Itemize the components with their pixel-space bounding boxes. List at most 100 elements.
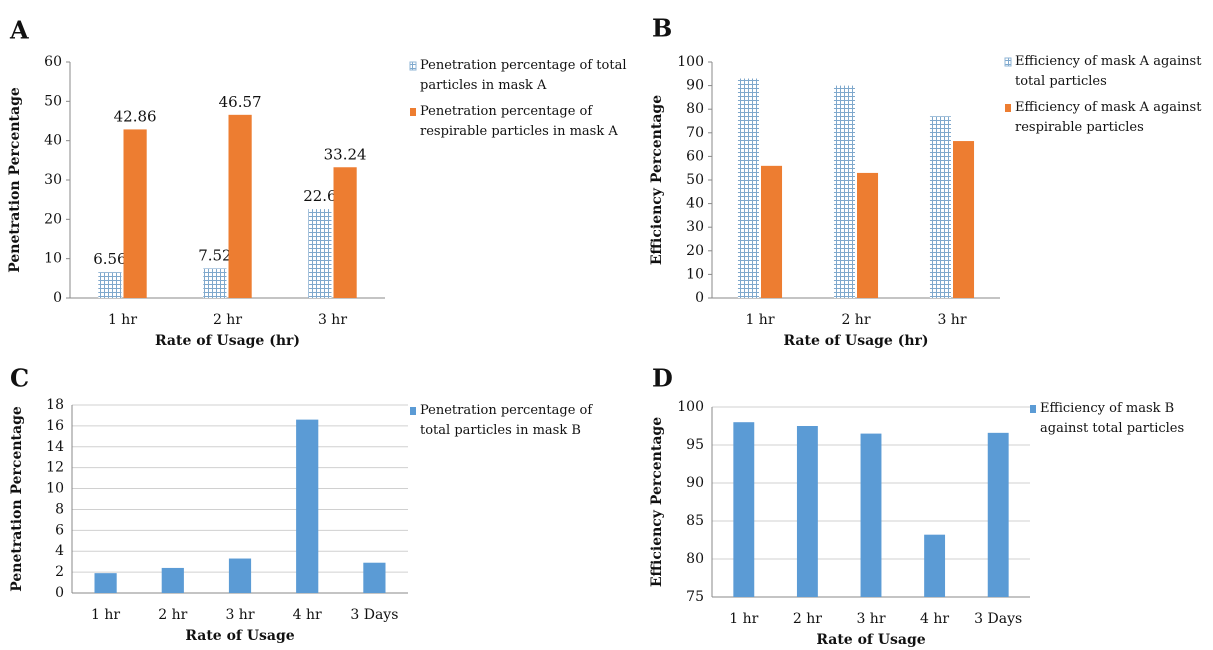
y-tick-label: 60 [44,54,62,70]
y-tick-label: 100 [677,399,704,415]
y-tick-label: 20 [686,243,704,259]
x-axis-title: Rate of Usage [185,628,294,644]
x-tick-label: 2 hr [158,607,187,623]
y-tick-label: 0 [53,290,62,306]
x-tick-label: 3 hr [225,607,254,623]
x-axis-title: Rate of Usage (hr) [155,333,300,349]
x-tick-label: 4 hr [293,607,322,623]
bar [94,573,117,593]
bar [953,141,975,298]
x-tick-label: 3 Days [974,611,1022,627]
y-tick-label: 0 [55,585,64,601]
bar [296,419,319,593]
panel-label: B [652,14,672,43]
x-tick-label: 1 hr [91,607,120,623]
bar [737,78,759,299]
bar [833,85,855,298]
bar [924,534,946,597]
bar [98,272,122,298]
bar [308,209,332,298]
legend-label: Efficiency of mask B against total parti… [1040,401,1185,436]
y-axis-title: Efficiency Percentage [649,417,665,587]
panel-label: C [10,364,29,393]
y-tick-label: 30 [44,172,62,188]
y-tick-label: 20 [44,211,62,227]
y-tick-label: 90 [686,475,704,491]
y-tick-label: 50 [686,172,704,188]
bar [123,129,147,298]
y-tick-label: 85 [686,513,704,529]
y-tick-label: 10 [686,266,704,282]
data-label: 22.6 [303,187,336,205]
y-tick-label: 80 [686,551,704,567]
y-tick-label: 90 [686,78,704,94]
x-axis-title: Rate of Usage [816,632,925,648]
x-tick-label: 2 hr [793,611,822,627]
y-tick-label: 70 [686,125,704,141]
legend-swatch [409,61,417,71]
bar [228,114,252,298]
data-label: 6.56 [93,250,126,268]
y-tick-label: 18 [46,397,64,413]
legend-label: Penetration percentage of total particle… [420,403,593,438]
y-tick-label: 12 [46,460,64,476]
y-tick-label: 8 [55,501,64,517]
bar [733,422,755,597]
bar [929,116,951,298]
x-axis-title: Rate of Usage (hr) [783,333,928,349]
y-tick-label: 0 [695,290,704,306]
legend-entry: Efficiency of mask A against total parti… [1015,54,1202,89]
y-tick-label: 6 [55,522,64,538]
data-label: 46.57 [219,93,262,111]
legend-entry: Penetration percentage of respirable par… [420,104,618,139]
x-tick-label: 1 hr [108,312,137,328]
x-tick-label: 3 Days [350,607,398,623]
legend-entry: Penetration percentage of total particle… [420,58,626,93]
x-tick-label: 3 hr [856,611,885,627]
bar [203,268,227,298]
x-tick-label: 3 hr [318,312,347,328]
legend-entry: Efficiency of mask A against respirable … [1015,100,1202,135]
y-tick-label: 16 [46,418,64,434]
y-tick-label: 100 [677,54,704,70]
x-tick-label: 2 hr [213,312,242,328]
y-tick-label: 40 [44,133,62,149]
data-label: 7.52 [198,246,231,264]
y-tick-label: 14 [46,439,64,455]
legend-label: Efficiency of mask A against total parti… [1015,54,1202,89]
bar [161,567,184,593]
y-axis-title: Penetration Percentage [7,87,23,273]
data-label: 33.24 [324,145,367,163]
bar [761,165,783,298]
x-tick-label: 4 hr [920,611,949,627]
y-axis-title: Efficiency Percentage [649,95,665,265]
x-tick-label: 1 hr [745,312,774,328]
data-label: 42.86 [114,107,157,125]
legend-swatch [410,108,416,116]
legend-label: Efficiency of mask A against respirable … [1015,100,1202,135]
bar [857,172,879,298]
legend-swatch [1004,57,1012,67]
y-tick-label: 4 [55,543,64,559]
y-tick-label: 30 [686,219,704,235]
y-tick-label: 50 [44,93,62,109]
y-tick-label: 80 [686,101,704,117]
x-tick-label: 1 hr [729,611,758,627]
y-tick-label: 95 [686,437,704,453]
panel-label: A [9,16,29,45]
y-tick-label: 40 [686,196,704,212]
legend-label: Penetration percentage of respirable par… [420,104,618,139]
y-tick-label: 2 [55,564,64,580]
legend-swatch [1005,104,1011,112]
legend-swatch [1030,405,1036,413]
x-tick-label: 2 hr [841,312,870,328]
legend-swatch [410,407,416,415]
panel-label: D [652,364,673,393]
y-axis-title: Penetration Percentage [9,406,25,592]
bar [860,433,882,597]
legend-entry: Efficiency of mask B against total parti… [1040,401,1185,436]
bar [796,426,818,597]
legend-entry: Penetration percentage of total particle… [420,403,593,438]
y-tick-label: 75 [686,589,704,605]
